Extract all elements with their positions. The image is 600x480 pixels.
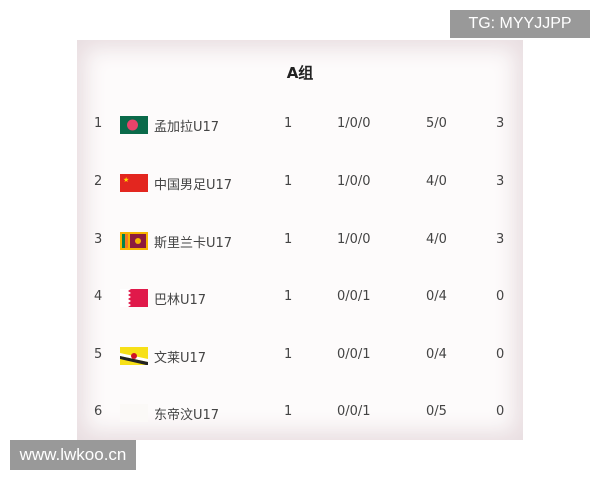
points: 0 xyxy=(496,404,505,419)
table-row[interactable]: 3 斯里兰卡U17 1 1/0/0 4/0 3 xyxy=(77,228,523,252)
win-draw-loss: 0/0/1 xyxy=(337,404,371,419)
rank: 5 xyxy=(94,347,103,362)
points: 3 xyxy=(496,116,505,131)
rank: 1 xyxy=(94,116,103,131)
table-row[interactable]: 4 巴林U17 1 0/0/1 0/4 0 xyxy=(77,285,523,309)
bahrain-flag-icon xyxy=(120,289,148,307)
win-draw-loss: 1/0/0 xyxy=(337,174,371,189)
goals: 0/5 xyxy=(426,404,447,419)
goals: 4/0 xyxy=(426,232,447,247)
china-flag-icon: ★ xyxy=(120,174,148,192)
svg-text:★: ★ xyxy=(123,176,129,184)
bangladesh-flag-icon xyxy=(120,116,148,134)
table-row[interactable]: 5 文莱U17 1 0/0/1 0/4 0 xyxy=(77,343,523,367)
sri-lanka-flag-icon xyxy=(120,232,148,250)
team-name: 巴林U17 xyxy=(154,293,207,308)
team-name: 文莱U17 xyxy=(154,351,207,366)
team-name: 斯里兰卡U17 xyxy=(154,236,233,251)
played: 1 xyxy=(284,404,293,419)
points: 3 xyxy=(496,232,505,247)
win-draw-loss: 0/0/1 xyxy=(337,289,371,304)
points: 0 xyxy=(496,289,505,304)
points: 0 xyxy=(496,347,505,362)
team-name: 孟加拉U17 xyxy=(154,120,220,135)
win-draw-loss: 1/0/0 xyxy=(337,232,371,247)
win-draw-loss: 0/0/1 xyxy=(337,347,371,362)
goals: 4/0 xyxy=(426,174,447,189)
table-row[interactable]: 1 孟加拉U17 1 1/0/0 5/0 3 xyxy=(77,112,523,136)
played: 1 xyxy=(284,347,293,362)
rank: 3 xyxy=(94,232,103,247)
played: 1 xyxy=(284,289,293,304)
played: 1 xyxy=(284,174,293,189)
table-row[interactable]: 6 东帝汶U17 1 0/0/1 0/5 0 xyxy=(77,400,523,424)
goals: 5/0 xyxy=(426,116,447,131)
rank: 4 xyxy=(94,289,103,304)
points: 3 xyxy=(496,174,505,189)
rank: 6 xyxy=(94,404,103,419)
goals: 0/4 xyxy=(426,289,447,304)
group-title: A组 xyxy=(286,64,314,82)
timor-leste-flag-icon xyxy=(120,404,148,422)
rank: 2 xyxy=(94,174,103,189)
table-row[interactable]: 2 ★ 中国男足U17 1 1/0/0 4/0 3 xyxy=(77,170,523,194)
win-draw-loss: 1/0/0 xyxy=(337,116,371,131)
goals: 0/4 xyxy=(426,347,447,362)
played: 1 xyxy=(284,232,293,247)
played: 1 xyxy=(284,116,293,131)
brunei-flag-icon xyxy=(120,347,148,365)
team-name: 中国男足U17 xyxy=(154,178,233,193)
team-name: 东帝汶U17 xyxy=(154,408,220,423)
watermark-site: www.lwkoo.cn xyxy=(10,440,136,470)
watermark-tg: TG: MYYJJPP xyxy=(450,10,590,38)
